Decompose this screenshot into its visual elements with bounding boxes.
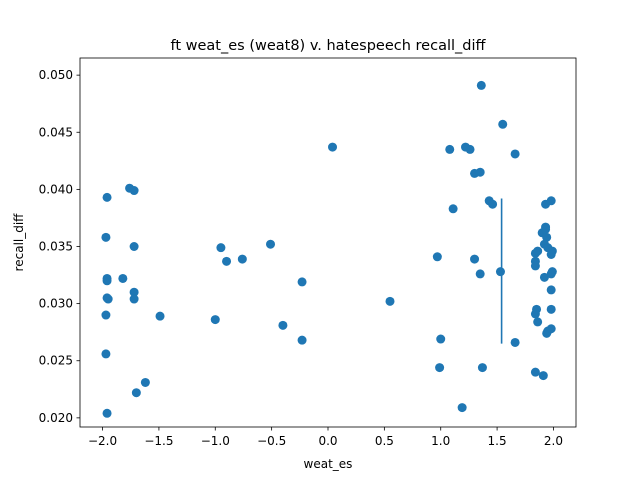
- data-point: [237, 254, 247, 264]
- data-point: [432, 252, 442, 262]
- data-marks: [101, 80, 557, 418]
- data-point: [129, 287, 139, 297]
- data-point: [465, 144, 475, 154]
- y-tick-label: 0.020: [39, 411, 73, 425]
- axes-background: [80, 58, 576, 427]
- data-point: [222, 256, 232, 266]
- y-tick-label: 0.025: [39, 354, 73, 368]
- y-axis-label: recall_diff: [12, 213, 26, 272]
- data-point: [546, 249, 556, 259]
- y-tick-label: 0.045: [39, 125, 73, 139]
- data-point: [103, 294, 113, 304]
- data-point: [129, 241, 139, 251]
- x-tick-label: 2.0: [544, 434, 563, 448]
- x-tick-label: 1.0: [431, 434, 450, 448]
- data-point: [541, 224, 551, 234]
- data-point: [140, 377, 150, 387]
- data-point: [102, 192, 112, 202]
- data-point: [546, 324, 556, 334]
- data-point: [266, 239, 276, 249]
- y-tick-label: 0.040: [39, 182, 73, 196]
- data-point: [216, 243, 226, 253]
- data-point: [476, 80, 486, 90]
- data-point: [495, 267, 505, 277]
- x-tick-label: −0.5: [257, 434, 286, 448]
- x-axis-label: weat_es: [304, 457, 353, 471]
- data-point: [470, 254, 480, 264]
- data-point: [533, 317, 543, 327]
- data-point: [457, 403, 467, 413]
- x-tick-label: −2.0: [88, 434, 117, 448]
- plot-area: [79, 57, 577, 428]
- data-point: [530, 261, 540, 271]
- data-point: [546, 304, 556, 314]
- data-point: [328, 142, 338, 152]
- x-tick-label: 0.0: [318, 434, 337, 448]
- data-point: [101, 232, 111, 242]
- data-point: [539, 272, 549, 282]
- data-point: [102, 408, 112, 418]
- data-point: [445, 144, 455, 154]
- data-point: [542, 232, 552, 242]
- data-point: [278, 320, 288, 330]
- data-point: [546, 285, 556, 295]
- data-point: [488, 199, 498, 209]
- data-point: [101, 310, 111, 320]
- data-point: [102, 276, 112, 286]
- data-point: [547, 267, 557, 277]
- data-point: [533, 246, 543, 256]
- data-point: [210, 315, 220, 325]
- y-tick-label: 0.035: [39, 239, 73, 253]
- data-point: [538, 371, 548, 381]
- x-tick-label: 1.5: [488, 434, 507, 448]
- data-point: [118, 273, 128, 283]
- data-point: [129, 294, 139, 304]
- data-point: [510, 337, 520, 347]
- data-point: [530, 367, 540, 377]
- data-point: [385, 296, 395, 306]
- data-point: [155, 311, 165, 321]
- data-point: [101, 349, 111, 359]
- data-point: [498, 119, 508, 129]
- data-point: [530, 309, 540, 319]
- y-axis-ticks: 0.020 0.025 0.030 0.035 0.040 0.045 0.050: [39, 68, 80, 425]
- data-point: [435, 363, 445, 373]
- data-point: [129, 186, 139, 196]
- data-point: [510, 149, 520, 159]
- data-point: [546, 196, 556, 206]
- chart-title: ft weat_es (weat8) v. hatespeech recall_…: [170, 38, 486, 54]
- y-tick-label: 0.030: [39, 297, 73, 311]
- y-tick-label: 0.050: [39, 68, 73, 82]
- data-point: [475, 269, 485, 279]
- data-point: [448, 204, 458, 214]
- data-point: [436, 334, 446, 344]
- data-point: [475, 167, 485, 177]
- x-tick-label: −1.0: [201, 434, 230, 448]
- x-tick-label: −1.5: [144, 434, 173, 448]
- x-tick-label: 0.5: [375, 434, 394, 448]
- data-point: [477, 363, 487, 373]
- data-point: [297, 277, 307, 287]
- data-point: [297, 335, 307, 345]
- x-axis-ticks: −2.0 −1.5 −1.0 −0.5 0.0 0.5 1.0 1.5 2.0: [88, 427, 563, 448]
- data-point: [131, 388, 141, 398]
